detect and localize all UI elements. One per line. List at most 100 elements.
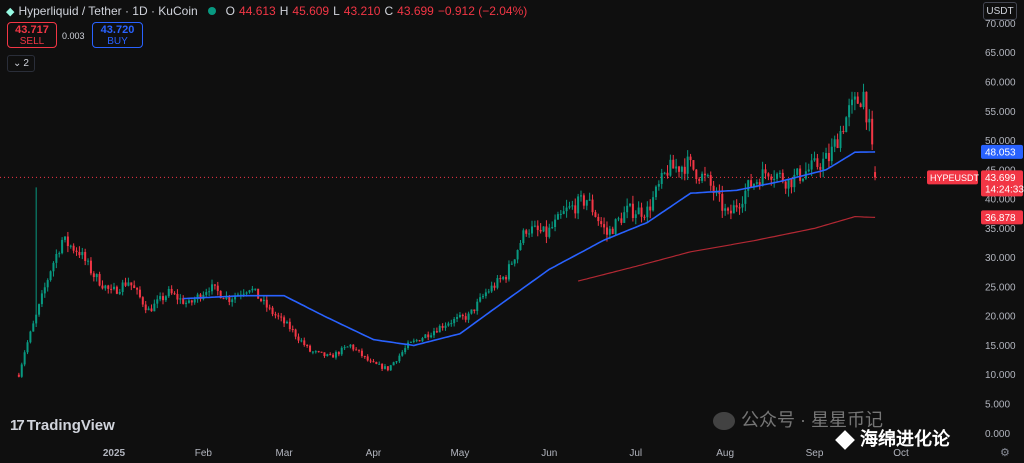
- candle-body[interactable]: [706, 175, 709, 177]
- candle-body[interactable]: [738, 207, 741, 209]
- candle-body[interactable]: [112, 286, 116, 289]
- candle-body[interactable]: [381, 363, 384, 369]
- candle-body[interactable]: [447, 323, 450, 326]
- candle-body[interactable]: [136, 288, 139, 290]
- candle-body[interactable]: [750, 180, 753, 188]
- candle-body[interactable]: [470, 309, 473, 314]
- candle-body[interactable]: [352, 344, 355, 350]
- candle-body[interactable]: [101, 285, 104, 289]
- candle-body[interactable]: [110, 288, 113, 290]
- candle-body[interactable]: [444, 325, 447, 328]
- candle-body[interactable]: [510, 263, 513, 265]
- candle-body[interactable]: [369, 360, 372, 362]
- candle-body[interactable]: [251, 288, 254, 291]
- candle-body[interactable]: [334, 352, 337, 358]
- candle-body[interactable]: [98, 274, 101, 286]
- candle-body[interactable]: [698, 179, 701, 181]
- candle-body[interactable]: [260, 298, 263, 302]
- candle-body[interactable]: [790, 178, 793, 188]
- candle-body[interactable]: [219, 290, 222, 299]
- candle-body[interactable]: [735, 205, 738, 208]
- candle-body[interactable]: [320, 351, 323, 353]
- candle-body[interactable]: [409, 341, 412, 343]
- candle-body[interactable]: [323, 352, 326, 357]
- candle-body[interactable]: [161, 296, 165, 301]
- candle-body[interactable]: [807, 169, 810, 172]
- candle-body[interactable]: [580, 195, 583, 197]
- candle-body[interactable]: [430, 335, 433, 338]
- candle-body[interactable]: [784, 181, 787, 189]
- candle-body[interactable]: [265, 299, 268, 308]
- candle-body[interactable]: [288, 321, 291, 330]
- candle-body[interactable]: [657, 183, 660, 187]
- candle-body[interactable]: [450, 323, 453, 325]
- candle-body[interactable]: [147, 308, 150, 311]
- candle-body[interactable]: [839, 131, 842, 149]
- candle-body[interactable]: [378, 363, 381, 365]
- candle-body[interactable]: [640, 207, 643, 217]
- candle-body[interactable]: [559, 213, 562, 215]
- candle-body[interactable]: [850, 99, 854, 106]
- candle-body[interactable]: [801, 178, 804, 181]
- candle-body[interactable]: [568, 206, 571, 208]
- candle-body[interactable]: [248, 290, 251, 293]
- candle-body[interactable]: [810, 160, 813, 170]
- candle-body[interactable]: [92, 273, 95, 278]
- candle-body[interactable]: [600, 221, 603, 225]
- candle-body[interactable]: [130, 282, 133, 286]
- candle-body[interactable]: [435, 331, 438, 333]
- candle-body[interactable]: [372, 361, 375, 363]
- candle-body[interactable]: [755, 182, 758, 184]
- candle-body[interactable]: [522, 230, 525, 244]
- candle-body[interactable]: [438, 325, 441, 333]
- candle-body[interactable]: [404, 348, 407, 353]
- candle-body[interactable]: [539, 229, 542, 232]
- candle-body[interactable]: [689, 156, 692, 161]
- candle-body[interactable]: [262, 299, 265, 302]
- candle-body[interactable]: [49, 271, 52, 281]
- candle-body[interactable]: [314, 351, 317, 353]
- candle-body[interactable]: [747, 180, 750, 191]
- candle-body[interactable]: [672, 159, 675, 169]
- candle-body[interactable]: [585, 200, 588, 206]
- candle-body[interactable]: [211, 284, 214, 292]
- candle-body[interactable]: [424, 334, 427, 339]
- candle-body[interactable]: [43, 287, 46, 294]
- candle-body[interactable]: [799, 168, 802, 181]
- candle-body[interactable]: [830, 146, 833, 162]
- candle-body[interactable]: [144, 304, 147, 311]
- candle-body[interactable]: [40, 293, 43, 305]
- candle-body[interactable]: [663, 172, 666, 174]
- candle-body[interactable]: [418, 340, 421, 342]
- candle-body[interactable]: [242, 293, 245, 295]
- candle-body[interactable]: [813, 158, 816, 161]
- candle-body[interactable]: [481, 296, 485, 298]
- candle-body[interactable]: [176, 293, 179, 300]
- fast-moving-average[interactable]: [183, 151, 876, 347]
- candle-body[interactable]: [283, 317, 286, 324]
- candle-body[interactable]: [626, 205, 629, 213]
- currency-selector[interactable]: USDT: [983, 2, 1017, 20]
- candle-body[interactable]: [502, 276, 505, 280]
- candle-body[interactable]: [496, 278, 499, 288]
- candle-body[interactable]: [752, 183, 755, 188]
- candle-body[interactable]: [516, 250, 519, 260]
- candle-body[interactable]: [213, 284, 216, 286]
- candle-body[interactable]: [654, 186, 657, 198]
- candle-body[interactable]: [545, 226, 548, 237]
- candle-body[interactable]: [827, 153, 830, 162]
- candle-body[interactable]: [205, 292, 208, 295]
- candle-body[interactable]: [185, 302, 188, 304]
- candle-body[interactable]: [776, 173, 779, 179]
- candle-body[interactable]: [257, 288, 260, 299]
- candle-body[interactable]: [415, 340, 418, 342]
- candle-body[interactable]: [366, 356, 369, 361]
- candle-body[interactable]: [441, 325, 444, 328]
- candle-body[interactable]: [383, 366, 386, 369]
- candle-body[interactable]: [159, 296, 162, 300]
- candle-body[interactable]: [652, 197, 655, 211]
- candle-body[interactable]: [836, 139, 839, 149]
- candle-body[interactable]: [695, 169, 698, 180]
- candle-body[interactable]: [594, 212, 597, 217]
